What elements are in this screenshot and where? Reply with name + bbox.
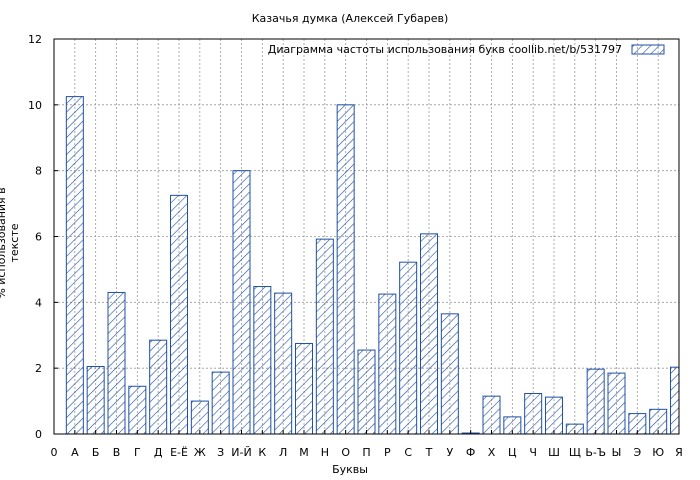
bar-Ы bbox=[607, 372, 626, 435]
bar-У bbox=[440, 313, 459, 435]
x-tick-label: З bbox=[217, 446, 224, 459]
y-tick-label: 4 bbox=[35, 296, 42, 309]
x-tick-label: Р bbox=[384, 446, 391, 459]
x-tick-label: В bbox=[113, 446, 121, 459]
legend-label: Диаграмма частоты использования букв coo… bbox=[267, 43, 622, 56]
x-tick-label: Э bbox=[633, 446, 641, 459]
bar-Ж bbox=[190, 400, 209, 435]
x-tick-label: Х bbox=[488, 446, 496, 459]
bar-З bbox=[211, 371, 230, 435]
x-tick-label: 0 bbox=[51, 446, 58, 459]
x-tick-label: У bbox=[446, 446, 453, 459]
x-tick-label: С bbox=[404, 446, 412, 459]
bar-Р bbox=[378, 293, 397, 435]
x-tick-label: Ч bbox=[529, 446, 537, 459]
x-tick-label: Я bbox=[675, 446, 683, 459]
bar-И-Й bbox=[232, 170, 251, 435]
x-tick-label: Щ bbox=[569, 446, 581, 459]
bar-К bbox=[253, 286, 272, 435]
y-tick-label: 0 bbox=[35, 428, 42, 441]
bar-М bbox=[295, 342, 313, 435]
x-tick-label: Ы bbox=[612, 446, 622, 459]
x-tick-label: Т bbox=[425, 446, 433, 459]
bar-О bbox=[336, 104, 355, 435]
x-tick-label: Ц bbox=[508, 446, 517, 459]
bar-Ь-Ъ bbox=[586, 368, 605, 435]
x-tick-label: А bbox=[71, 446, 79, 459]
bar-Г bbox=[128, 385, 147, 435]
y-tick-label: 6 bbox=[35, 231, 42, 244]
x-tick-label: О bbox=[341, 446, 350, 459]
x-tick-label: Г bbox=[134, 446, 141, 459]
bar-Н bbox=[315, 238, 334, 435]
x-tick-label: П bbox=[362, 446, 370, 459]
legend-swatch bbox=[631, 44, 665, 55]
x-tick-label: Е-Ё bbox=[170, 446, 188, 459]
bar-А bbox=[65, 96, 84, 435]
x-tick-label: Ф bbox=[466, 446, 475, 459]
y-tick-label: 10 bbox=[28, 99, 42, 112]
y-axis-label: % использования в тексте bbox=[0, 187, 21, 298]
x-tick-label: М bbox=[299, 446, 309, 459]
x-tick-label: Ь-Ъ bbox=[585, 446, 606, 459]
bar-Ч bbox=[524, 393, 543, 435]
x-tick-label: Ж bbox=[194, 446, 206, 459]
x-tick-label: И-Й bbox=[231, 446, 251, 459]
y-tick-label: 12 bbox=[28, 33, 42, 46]
bar-Б bbox=[86, 366, 105, 435]
bar-Ш bbox=[545, 396, 563, 435]
x-tick-label: Ш bbox=[548, 446, 560, 459]
x-tick-label: Б bbox=[92, 446, 100, 459]
x-tick-label: Ю bbox=[652, 446, 664, 459]
y-tick-label: 2 bbox=[35, 362, 42, 375]
x-tick-label: Н bbox=[321, 446, 329, 459]
y-tick-label: 8 bbox=[35, 165, 42, 178]
chart-title: Казачья думка (Алексей Губарев) bbox=[251, 12, 449, 25]
bar-Я bbox=[670, 366, 680, 435]
bar-Е-Ё bbox=[170, 194, 188, 435]
bar-Д bbox=[149, 339, 168, 435]
bar-С bbox=[399, 261, 418, 435]
x-tick-label: Д bbox=[154, 446, 163, 459]
bar-Х bbox=[482, 395, 501, 435]
bar-В bbox=[107, 291, 126, 435]
bar-Л bbox=[274, 292, 293, 435]
x-axis-label: Буквы bbox=[332, 463, 368, 476]
x-tick-label: Л bbox=[279, 446, 287, 459]
bar-П bbox=[357, 349, 376, 435]
x-tick-label: К bbox=[258, 446, 266, 459]
bar-Т bbox=[420, 233, 438, 435]
